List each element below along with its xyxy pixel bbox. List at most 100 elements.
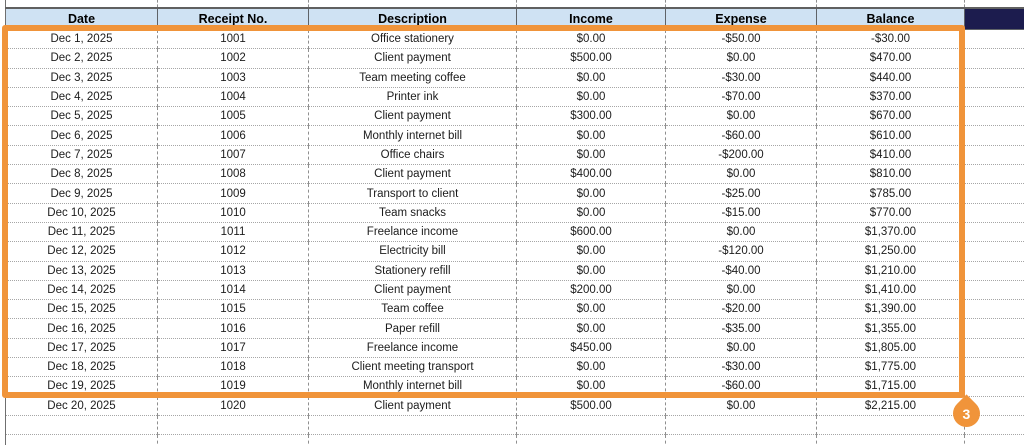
- cell-income[interactable]: $0.00: [516, 357, 666, 378]
- cell-income[interactable]: [516, 434, 666, 445]
- cell-expense[interactable]: -$30.00: [665, 68, 817, 88]
- cell-description[interactable]: Team snacks: [308, 203, 517, 223]
- cell-income[interactable]: $0.00: [516, 125, 666, 146]
- cell-date[interactable]: Dec 14, 2025: [5, 280, 158, 301]
- cell-expense[interactable]: $0.00: [665, 338, 817, 359]
- cell-receipt-no[interactable]: 1020: [157, 396, 309, 416]
- cell-expense[interactable]: $0.00: [665, 280, 817, 301]
- cell-description[interactable]: [308, 415, 517, 436]
- cell-expense[interactable]: -$30.00: [665, 357, 817, 378]
- cell-expense[interactable]: $0.00: [665, 222, 817, 243]
- cell-balance[interactable]: $810.00: [816, 164, 965, 185]
- cell-extra[interactable]: [964, 145, 1024, 166]
- cell-extra[interactable]: [964, 280, 1024, 301]
- cell-receipt-no[interactable]: 1011: [157, 222, 309, 243]
- cell-income[interactable]: $600.00: [516, 222, 666, 243]
- cell-extra[interactable]: [964, 203, 1024, 223]
- cell-income[interactable]: $0.00: [516, 68, 666, 88]
- cell-balance[interactable]: $1,410.00: [816, 280, 965, 301]
- cell-expense[interactable]: -$200.00: [665, 145, 817, 166]
- cell-date[interactable]: Dec 16, 2025: [5, 318, 158, 339]
- cell-receipt-no[interactable]: 1015: [157, 299, 309, 320]
- cell-receipt-no[interactable]: 1010: [157, 203, 309, 223]
- cell-extra[interactable]: [964, 87, 1024, 108]
- cell-description[interactable]: Transport to client: [308, 183, 517, 204]
- cell-income[interactable]: $0.00: [516, 29, 666, 50]
- cell-income[interactable]: $0.00: [516, 299, 666, 320]
- column-header-date[interactable]: Date: [5, 7, 158, 30]
- cell-balance[interactable]: $1,250.00: [816, 241, 965, 262]
- cell-income[interactable]: $0.00: [516, 145, 666, 166]
- cell-income[interactable]: $0.00: [516, 261, 666, 281]
- cell-expense[interactable]: $0.00: [665, 164, 817, 185]
- cell-extra[interactable]: [964, 183, 1024, 204]
- cell-date[interactable]: Dec 1, 2025: [5, 29, 158, 50]
- cell-description[interactable]: Client payment: [308, 164, 517, 185]
- cell-receipt-no[interactable]: 1006: [157, 125, 309, 146]
- cell-date[interactable]: Dec 4, 2025: [5, 87, 158, 108]
- cell-date[interactable]: Dec 6, 2025: [5, 125, 158, 146]
- cell-balance[interactable]: $440.00: [816, 68, 965, 88]
- cell-description[interactable]: Client payment: [308, 396, 517, 416]
- cell-income[interactable]: $450.00: [516, 338, 666, 359]
- cell-receipt-no[interactable]: 1007: [157, 145, 309, 166]
- cell-income[interactable]: $0.00: [516, 87, 666, 108]
- cell-description[interactable]: Paper refill: [308, 318, 517, 339]
- cell-date[interactable]: Dec 12, 2025: [5, 241, 158, 262]
- cell-balance[interactable]: [816, 434, 965, 445]
- cell-date[interactable]: Dec 3, 2025: [5, 68, 158, 88]
- cell-date[interactable]: Dec 11, 2025: [5, 222, 158, 243]
- cell-income[interactable]: $200.00: [516, 280, 666, 301]
- cell-expense[interactable]: -$50.00: [665, 29, 817, 50]
- cell-receipt-no[interactable]: 1018: [157, 357, 309, 378]
- cell-balance[interactable]: $785.00: [816, 183, 965, 204]
- cell-expense[interactable]: -$60.00: [665, 125, 817, 146]
- cell-extra[interactable]: [964, 68, 1024, 88]
- cell-receipt-no[interactable]: 1014: [157, 280, 309, 301]
- cell-income[interactable]: $400.00: [516, 164, 666, 185]
- cell-description[interactable]: Client payment: [308, 48, 517, 69]
- cell-balance[interactable]: $1,805.00: [816, 338, 965, 359]
- cell-income[interactable]: $0.00: [516, 183, 666, 204]
- cell-balance[interactable]: $1,210.00: [816, 261, 965, 281]
- cell-income[interactable]: $0.00: [516, 376, 666, 397]
- cell-description[interactable]: Printer ink: [308, 87, 517, 108]
- cell-extra[interactable]: [964, 164, 1024, 185]
- cell-description[interactable]: Team meeting coffee: [308, 68, 517, 88]
- cell-extra[interactable]: [964, 318, 1024, 339]
- cell-date[interactable]: Dec 9, 2025: [5, 183, 158, 204]
- cell-expense[interactable]: -$15.00: [665, 203, 817, 223]
- cell-date[interactable]: Dec 2, 2025: [5, 48, 158, 69]
- cell-expense[interactable]: -$25.00: [665, 183, 817, 204]
- cell-receipt-no[interactable]: 1009: [157, 183, 309, 204]
- cell-expense[interactable]: -$70.00: [665, 87, 817, 108]
- cell-description[interactable]: Client payment: [308, 106, 517, 127]
- cell-balance[interactable]: $1,355.00: [816, 318, 965, 339]
- cell-income[interactable]: $0.00: [516, 203, 666, 223]
- cell-date[interactable]: Dec 7, 2025: [5, 145, 158, 166]
- cell-description[interactable]: Freelance income: [308, 338, 517, 359]
- cell-extra[interactable]: [964, 299, 1024, 320]
- cell-receipt-no[interactable]: 1005: [157, 106, 309, 127]
- cell-date[interactable]: Dec 18, 2025: [5, 357, 158, 378]
- cell-income[interactable]: $300.00: [516, 106, 666, 127]
- cell-description[interactable]: Electricity bill: [308, 241, 517, 262]
- cell-receipt-no[interactable]: 1016: [157, 318, 309, 339]
- cell-receipt-no[interactable]: 1003: [157, 68, 309, 88]
- cell-date[interactable]: Dec 20, 2025: [5, 396, 158, 416]
- cell-expense[interactable]: $0.00: [665, 48, 817, 69]
- column-header-description[interactable]: Description: [308, 7, 517, 30]
- cell-description[interactable]: Monthly internet bill: [308, 125, 517, 146]
- column-header-income[interactable]: Income: [516, 7, 666, 30]
- cell-extra[interactable]: [964, 357, 1024, 378]
- cell-receipt-no[interactable]: 1002: [157, 48, 309, 69]
- cell-description[interactable]: [308, 434, 517, 445]
- cell-extra[interactable]: [964, 222, 1024, 243]
- cell-extra[interactable]: [964, 376, 1024, 397]
- cell-date[interactable]: Dec 15, 2025: [5, 299, 158, 320]
- cell-balance[interactable]: $1,715.00: [816, 376, 965, 397]
- cell-expense[interactable]: [665, 415, 817, 436]
- cell-date[interactable]: Dec 13, 2025: [5, 261, 158, 281]
- cell-extra[interactable]: [964, 261, 1024, 281]
- cell-extra[interactable]: [964, 29, 1024, 50]
